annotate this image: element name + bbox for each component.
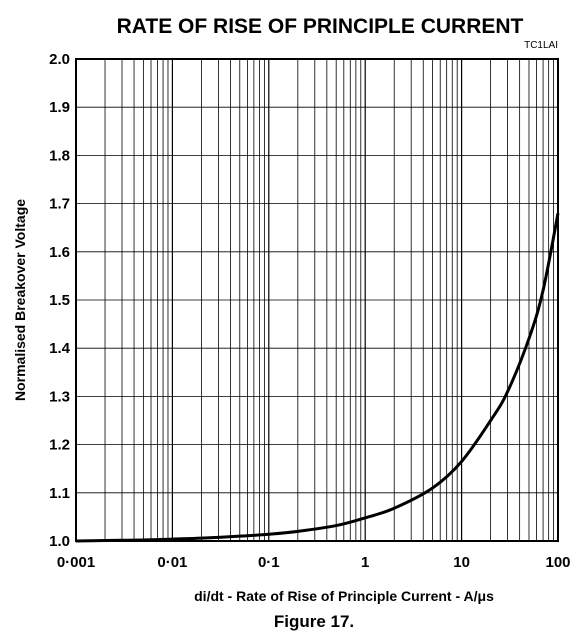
y-tick-label: 1.4 [49, 340, 71, 357]
grid [75, 58, 559, 542]
figure-caption: Figure 17. [274, 612, 354, 631]
y-tick-label: 1.5 [49, 292, 70, 309]
x-tick-label: 0·1 [258, 554, 280, 571]
x-tick-label: 100 [545, 554, 570, 571]
chart-title: RATE OF RISE OF PRINCIPLE CURRENT [117, 15, 524, 38]
y-tick-label: 1.8 [49, 147, 70, 164]
y-tick-label: 1.2 [49, 437, 70, 454]
y-axis-label: Normalised Breakover Voltage [12, 199, 28, 401]
plot-frame [75, 58, 559, 542]
y-tick-label: 2.0 [49, 51, 70, 68]
y-tick-label: 1.7 [49, 196, 70, 213]
x-tick-label: 0·001 [57, 554, 95, 571]
y-tick-label: 1.0 [49, 533, 70, 550]
x-tick-label: 1 [361, 554, 369, 571]
y-tick-label: 1.3 [49, 388, 70, 405]
series-line [75, 212, 560, 543]
y-tick-label: 1.1 [49, 485, 70, 502]
x-tick-label: 10 [453, 554, 470, 571]
y-tick-label: 1.9 [49, 99, 70, 116]
tick-labels: 1.0 1.1 1.2 1.3 1.4 1.5 1.6 1.7 1.8 1.9 2.0 0·001 0·… [49, 51, 570, 571]
x-axis-label: di/dt - Rate of Rise of Principle Curren… [194, 588, 494, 604]
series-layer [75, 212, 560, 543]
axes [75, 58, 559, 542]
figure-code: TC1LAI [524, 40, 558, 51]
y-tick-label: 1.6 [49, 244, 70, 261]
x-tick-label: 0·01 [157, 554, 187, 571]
